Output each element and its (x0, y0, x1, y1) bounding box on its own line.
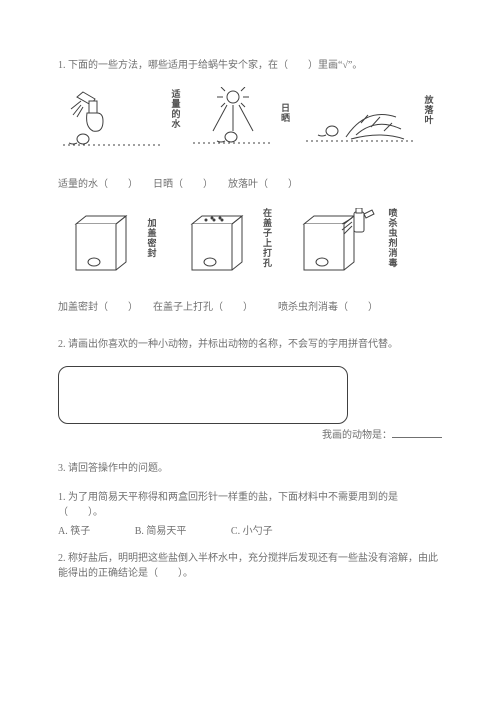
q3-sub1-options: A. 筷子 B. 简易天平 C. 小勺子 (58, 524, 442, 539)
holes-box-image (182, 208, 252, 280)
q3-prompt: 3. 请回答操作中的问题。 (58, 461, 442, 476)
sealed-vlabel: 加盖密封 (144, 218, 158, 258)
q3-sub1-optA[interactable]: A. 筷子 (58, 524, 90, 539)
q3-sub2-text: 2. 称好盐后，明明把这些盐倒入半杯水中，充分搅拌后发现还有一些盐没有溶解，由此… (58, 551, 442, 581)
q3-sub1-optC[interactable]: C. 小勺子 (231, 524, 273, 539)
drawing-label-text: 我画的动物是： (322, 430, 392, 441)
sealed-box-image (66, 208, 136, 280)
q1-prompt: 1. 下面的一些方法，哪些适用于给蜗牛安个家，在（ ）里画“√”。 (58, 58, 442, 73)
holes-vlabel: 在盖子上打孔 (260, 208, 274, 268)
drawing-blank-line[interactable] (392, 437, 442, 438)
water-spray-image (63, 87, 163, 149)
q1-row2-images: 加盖密封 在盖子上打孔 (58, 208, 442, 280)
leaves-vlabel: 放落叶 (421, 95, 435, 125)
drawing-label: 我画的动物是： (58, 428, 442, 443)
q1-row1-images: 适量的水 日晒 (58, 87, 442, 149)
q1-row2-captions: 加盖密封（ ） 在盖子上打孔（ ） 喷杀虫剂消毒（ ） (58, 300, 442, 315)
q3-sub1-optB[interactable]: B. 简易天平 (135, 524, 187, 539)
sun-vlabel: 日晒 (278, 103, 292, 123)
q1-row1-captions: 适量的水（ ） 日晒（ ） 放落叶（ ） (58, 177, 442, 192)
spray-vlabel: 喷杀虫剂消毒 (385, 208, 399, 268)
drawing-box[interactable] (58, 366, 348, 424)
q3-sub1-text: 1. 为了用简易天平称得和两盒回形针一样重的盐，下面材料中不需要用到的是（ ）。 (58, 490, 442, 520)
water-vlabel: 适量的水 (168, 89, 182, 129)
sun-image (193, 87, 273, 149)
q2-prompt: 2. 请画出你喜欢的一种小动物，并标出动物的名称，不会写的字用拼音代替。 (58, 337, 442, 352)
leaves-image (306, 87, 416, 149)
spray-box-image (294, 208, 380, 280)
